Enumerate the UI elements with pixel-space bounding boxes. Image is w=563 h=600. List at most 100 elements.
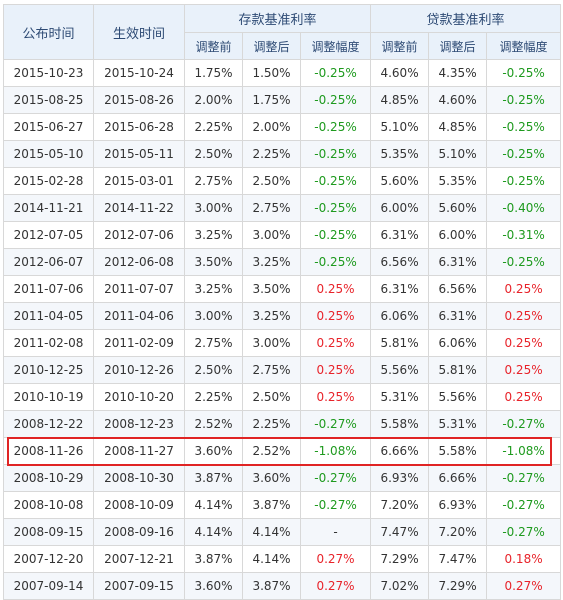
deposit-change-cell: -0.25% [299, 86, 372, 114]
deposit-before-cell: 2.75% [184, 167, 243, 195]
loan-after-cell: 6.06% [428, 329, 488, 357]
deposit-before-cell: 2.52% [184, 410, 243, 438]
deposit-change-cell: -0.25% [299, 167, 372, 195]
announce-date-cell: 2007-09-14 [3, 572, 94, 600]
effective-date-header: 生效时间 [93, 4, 185, 60]
table-row: 2011-07-06 2011-07-07 3.25% 3.50% 0.25% 6.31%… [3, 275, 562, 303]
loan-after-cell: 5.10% [428, 140, 488, 168]
announce-date-cell: 2010-10-19 [3, 383, 94, 411]
table-row: 2008-09-15 2008-09-16 4.14% 4.14% -7.47% 7.20… [3, 518, 562, 546]
announce-date-cell: 2011-07-06 [3, 275, 94, 303]
announce-date-cell: 2010-12-25 [3, 356, 94, 384]
loan-change-cell: -0.25% [486, 140, 562, 168]
table-body: 2015-10-23 2015-10-24 1.75% 1.50% -0.25% 4.60… [3, 59, 562, 600]
deposit-change-cell: -0.25% [299, 140, 372, 168]
deposit-after-cell: 1.50% [242, 59, 301, 87]
loan-change-cell: 0.18% [486, 545, 562, 573]
loan-change-cell: 0.25% [486, 275, 562, 303]
table-row-highlighted: 2008-11-26 2008-11-27 3.60% 2.52% -1.08% 6.66… [3, 437, 562, 465]
deposit-before-cell: 4.14% [184, 518, 243, 546]
announce-date-cell: 2015-10-23 [3, 59, 94, 87]
effective-date-cell: 2014-11-22 [93, 194, 185, 222]
effective-date-cell: 2007-09-15 [93, 572, 185, 600]
deposit-after-cell: 2.25% [242, 410, 301, 438]
interest-rate-table: 公布时间 生效时间 存款基准利率 贷款基准利率 调整前 调整后 调整幅度 调整前… [3, 4, 562, 600]
loan-after-cell: 5.35% [428, 167, 488, 195]
announce-date-cell: 2014-11-21 [3, 194, 94, 222]
deposit-change-cell: -0.25% [299, 59, 372, 87]
effective-date-cell: 2015-05-11 [93, 140, 185, 168]
loan-rate-group-header: 贷款基准利率 [370, 4, 562, 33]
effective-date-cell: 2011-04-06 [93, 302, 185, 330]
deposit-after-cell: 3.00% [242, 329, 301, 357]
loan-after-cell: 7.20% [428, 518, 488, 546]
deposit-change-cell: 0.25% [299, 329, 372, 357]
deposit-change-header: 调整幅度 [299, 32, 372, 60]
loan-after-cell: 7.47% [428, 545, 488, 573]
announce-date-cell: 2008-10-29 [3, 464, 94, 492]
announce-date-cell: 2015-08-25 [3, 86, 94, 114]
deposit-before-cell: 3.00% [184, 194, 243, 222]
deposit-after-cell: 3.00% [242, 221, 301, 249]
loan-before-cell: 6.66% [370, 437, 430, 465]
deposit-after-cell: 3.25% [242, 248, 301, 276]
loan-before-cell: 5.35% [370, 140, 430, 168]
loan-before-cell: 5.58% [370, 410, 430, 438]
effective-date-cell: 2008-12-23 [93, 410, 185, 438]
announce-date-cell: 2008-09-15 [3, 518, 94, 546]
deposit-change-cell: 0.25% [299, 356, 372, 384]
loan-before-cell: 5.81% [370, 329, 430, 357]
loan-before-cell: 6.31% [370, 275, 430, 303]
loan-before-cell: 7.20% [370, 491, 430, 519]
loan-change-cell: -0.40% [486, 194, 562, 222]
deposit-after-cell: 1.75% [242, 86, 301, 114]
deposit-before-cell: 2.25% [184, 383, 243, 411]
loan-after-cell: 5.56% [428, 383, 488, 411]
table-row: 2008-10-29 2008-10-30 3.87% 3.60% -0.27% 6.93… [3, 464, 562, 492]
table-row: 2008-12-22 2008-12-23 2.52% 2.25% -0.27% 5.58… [3, 410, 562, 438]
deposit-change-cell: -1.08% [299, 437, 372, 465]
deposit-after-cell: 2.50% [242, 167, 301, 195]
loan-before-cell: 6.56% [370, 248, 430, 276]
deposit-change-cell: -0.27% [299, 464, 372, 492]
loan-before-cell: 5.56% [370, 356, 430, 384]
effective-date-cell: 2015-03-01 [93, 167, 185, 195]
table-row: 2015-05-10 2015-05-11 2.50% 2.25% -0.25% 5.35… [3, 140, 562, 168]
loan-change-cell: -0.27% [486, 464, 562, 492]
deposit-after-cell: 2.00% [242, 113, 301, 141]
table-row: 2015-10-23 2015-10-24 1.75% 1.50% -0.25% 4.60… [3, 59, 562, 87]
loan-change-cell: 0.25% [486, 383, 562, 411]
announce-date-cell: 2011-04-05 [3, 302, 94, 330]
loan-before-cell: 7.29% [370, 545, 430, 573]
deposit-after-cell: 4.14% [242, 518, 301, 546]
deposit-before-cell: 2.25% [184, 113, 243, 141]
loan-change-cell: -0.25% [486, 113, 562, 141]
deposit-after-header: 调整后 [242, 32, 301, 60]
effective-date-cell: 2010-10-20 [93, 383, 185, 411]
loan-change-cell: -0.25% [486, 86, 562, 114]
announce-date-cell: 2007-12-20 [3, 545, 94, 573]
loan-change-cell: -0.31% [486, 221, 562, 249]
loan-change-cell: -0.27% [486, 491, 562, 519]
loan-before-header: 调整前 [370, 32, 430, 60]
deposit-before-cell: 2.50% [184, 356, 243, 384]
loan-before-cell: 6.31% [370, 221, 430, 249]
announce-date-cell: 2008-11-26 [3, 437, 94, 465]
effective-date-cell: 2012-06-08 [93, 248, 185, 276]
loan-after-cell: 6.56% [428, 275, 488, 303]
deposit-before-cell: 4.14% [184, 491, 243, 519]
announce-date-cell: 2011-02-08 [3, 329, 94, 357]
deposit-before-header: 调整前 [184, 32, 243, 60]
loan-change-cell: -0.27% [486, 518, 562, 546]
table-row: 2007-09-14 2007-09-15 3.60% 3.87% 0.27% 7.02%… [3, 572, 562, 600]
effective-date-cell: 2015-08-26 [93, 86, 185, 114]
effective-date-cell: 2008-11-27 [93, 437, 185, 465]
loan-before-cell: 6.06% [370, 302, 430, 330]
table-row: 2008-10-08 2008-10-09 4.14% 3.87% -0.27% 7.20… [3, 491, 562, 519]
table-row: 2015-06-27 2015-06-28 2.25% 2.00% -0.25% 5.10… [3, 113, 562, 141]
loan-change-header: 调整幅度 [486, 32, 562, 60]
deposit-change-cell: 0.25% [299, 302, 372, 330]
deposit-after-cell: 3.60% [242, 464, 301, 492]
table-row: 2011-04-05 2011-04-06 3.00% 3.25% 0.25% 6.06%… [3, 302, 562, 330]
deposit-after-cell: 2.75% [242, 356, 301, 384]
